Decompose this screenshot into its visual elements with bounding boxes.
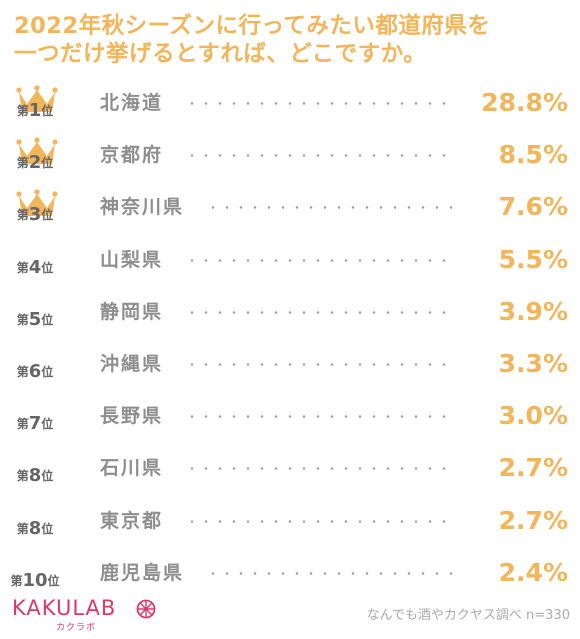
rank-prefix: 第 xyxy=(16,365,29,379)
rank-number: 4 xyxy=(28,256,42,278)
rank-number: 6 xyxy=(28,361,42,382)
percentage-value: 2.4% xyxy=(498,557,568,587)
ranking-row: 第 8 位 石川県 2.7% xyxy=(0,445,580,491)
prefecture-name: 京都府 xyxy=(100,144,164,167)
brand-logo: KAKULAB カクラボ xyxy=(12,596,162,633)
logo-subtext: カクラボ xyxy=(56,623,97,633)
leader-dots xyxy=(206,206,454,210)
percentage-value: 3.9% xyxy=(498,296,568,326)
prefecture-name: 東京都 xyxy=(100,509,164,532)
rank-suffix: 位 xyxy=(41,365,54,379)
rank-suffix: 位 xyxy=(41,312,54,327)
rank-prefix: 第 xyxy=(16,469,29,484)
rank-number: 3 xyxy=(28,204,42,226)
ranking-row: 第 3 位 神奈川県 7.6% xyxy=(0,184,580,230)
ranking-row: 第 6 位 沖縄県 3.3% xyxy=(0,341,580,387)
percentage-value: 2.7% xyxy=(498,453,568,483)
rank-number: 5 xyxy=(28,308,42,330)
rank-suffix: 位 xyxy=(41,521,54,536)
prefecture-name: 神奈川県 xyxy=(100,196,185,219)
rank-suffix: 位 xyxy=(47,573,60,588)
rank-number: 8 xyxy=(28,517,42,539)
chart-title-line-1: 2022年秋シーズンに行ってみたい都道府県を xyxy=(14,13,491,39)
rank-prefix: 第 xyxy=(16,312,29,327)
leader-dots xyxy=(185,258,454,262)
percentage-value: 7.6% xyxy=(498,192,568,222)
rank-number: 2 xyxy=(28,152,42,174)
chart-title: 2022年秋シーズンに行ってみたい都道府県を 一つだけ挙げるとすれば、どこですか… xyxy=(14,12,570,68)
rank-suffix: 位 xyxy=(41,469,54,484)
rank-suffix: 位 xyxy=(41,104,54,118)
rank-number: 7 xyxy=(28,413,42,435)
crown-icon xyxy=(16,189,58,217)
rank-prefix: 第 xyxy=(16,260,29,275)
ranking-table: 第 1 位北海道 28.8% 第 2 位京都府 8.5% 第 3 位神奈川県 7.6% 第 4 位山梨県 5.… xyxy=(0,80,580,596)
logo-text: KAKULAB xyxy=(12,596,117,620)
ranking-row: 第 8 位 東京都 2.7% xyxy=(0,498,580,544)
prefecture-name: 静岡県 xyxy=(100,300,164,323)
rank-prefix: 第 xyxy=(10,573,23,588)
percentage-value: 3.3% xyxy=(498,349,568,378)
prefecture-name: 長野県 xyxy=(100,405,164,428)
leader-dots xyxy=(185,467,454,471)
ranking-row: 第 7 位 長野県 3.0% xyxy=(0,393,580,439)
rank-suffix: 位 xyxy=(41,260,54,275)
percentage-value: 3.0% xyxy=(498,401,568,431)
rank-prefix: 第 xyxy=(16,521,29,536)
percentage-value: 8.5% xyxy=(498,140,568,170)
rank-prefix: 第 xyxy=(16,104,29,118)
ranking-row: 第 5 位 静岡県 3.9% xyxy=(0,289,580,335)
flower-icon xyxy=(136,599,156,619)
ranking-row: 第 1 位 北海道 28.8% xyxy=(0,80,580,126)
ranking-row: 第 2 位 京都府 8.5% xyxy=(0,132,580,178)
leader-dots xyxy=(185,519,454,523)
rank-number: 1 xyxy=(28,100,42,121)
leader-dots xyxy=(206,571,454,575)
percentage-value: 28.8% xyxy=(481,88,568,117)
rank-number: 8 xyxy=(28,465,42,487)
source-note: なんでも酒やカクヤス調べ n=330 xyxy=(366,608,570,623)
rank-suffix: 位 xyxy=(41,208,54,223)
rank-label: 第 10 位 xyxy=(4,550,66,596)
percentage-value: 5.5% xyxy=(498,244,568,274)
prefecture-name: 山梨県 xyxy=(100,248,164,271)
percentage-value: 2.7% xyxy=(498,505,568,535)
prefecture-name: 石川県 xyxy=(100,457,164,480)
rank-prefix: 第 xyxy=(16,156,29,171)
prefecture-name: 北海道 xyxy=(100,92,164,114)
leader-dots xyxy=(185,363,454,366)
leader-dots xyxy=(185,310,454,314)
rank-suffix: 位 xyxy=(41,156,54,171)
rank-prefix: 第 xyxy=(16,208,29,223)
chart-title-line-2: 一つだけ挙げるとすれば、どこですか。 xyxy=(14,41,427,67)
leader-dots xyxy=(185,415,454,419)
ranking-row: 第 10 位 鹿児島県 2.4% xyxy=(0,550,580,596)
prefecture-name: 沖縄県 xyxy=(100,353,164,375)
rank-number: 10 xyxy=(22,569,48,591)
crown-icon xyxy=(16,85,58,112)
prefecture-name: 鹿児島県 xyxy=(100,561,185,584)
crown-icon xyxy=(16,137,58,165)
leader-dots xyxy=(185,154,454,158)
rank-suffix: 位 xyxy=(41,417,54,432)
rank-prefix: 第 xyxy=(16,417,29,432)
ranking-row: 第 4 位 山梨県 5.5% xyxy=(0,237,580,283)
leader-dots xyxy=(185,102,454,105)
